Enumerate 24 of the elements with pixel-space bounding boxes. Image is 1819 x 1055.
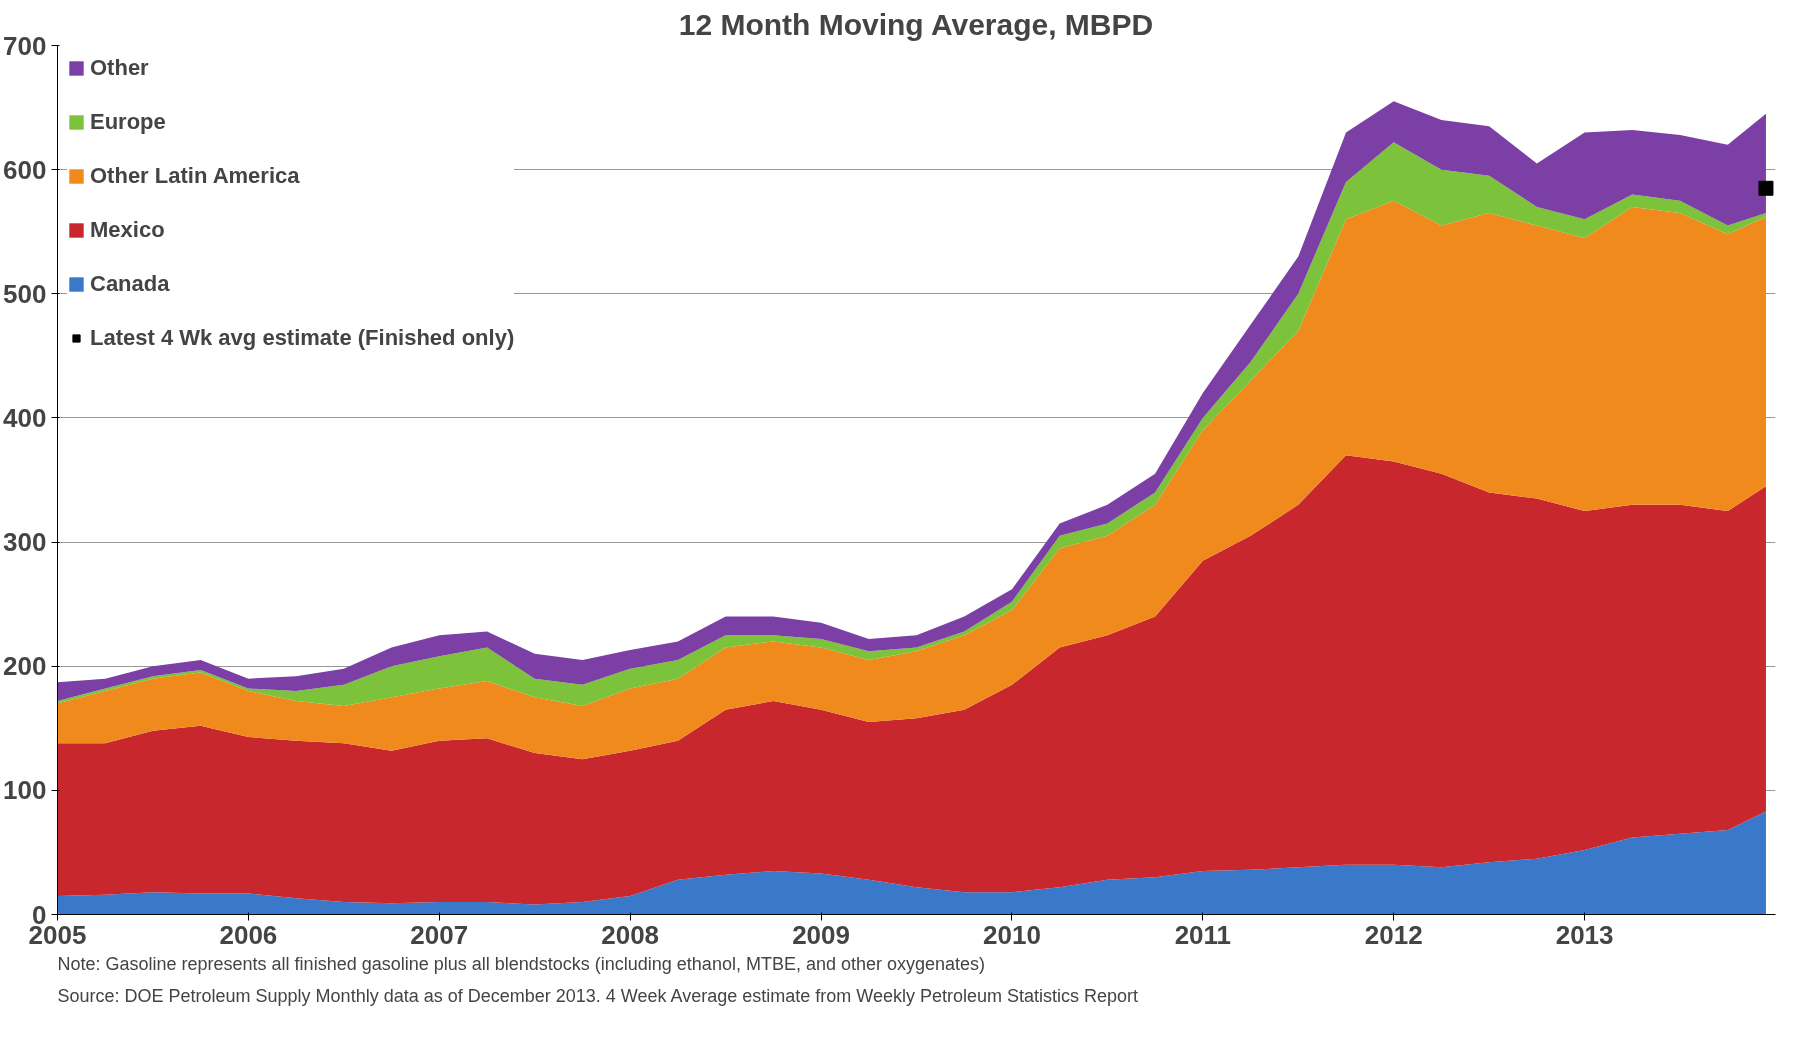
y-tick-label: 500: [3, 278, 47, 309]
source-note: Source: DOE Petroleum Supply Monthly data as of December 2013. 4 Week Average estimate from Weekly Petroleum Statistics Report: [57, 985, 1139, 1006]
legend-label: Other Latin America: [90, 163, 300, 189]
legend-label: Canada: [90, 271, 170, 297]
x-tick-label: 2009: [792, 919, 850, 950]
legend-label: Latest 4 Wk avg estimate (Finished only): [90, 325, 515, 351]
x-tick-label: 2011: [1174, 919, 1232, 950]
y-tick-label: 400: [3, 402, 47, 433]
x-tick-label: 2007: [410, 919, 469, 950]
y-tick-label: 200: [3, 651, 47, 682]
text: Note: Gasoline represents all finished gasoline plus all blendstocks (including ethanol, MTBE, and other oxygenates): [57, 953, 986, 974]
x-tick-label: 2010: [983, 919, 1041, 950]
chart-title: 12 Month Moving Average, MBPD: [678, 7, 1154, 41]
x-tick-label: 2006: [219, 919, 278, 950]
x-tick-label: 2008: [601, 919, 660, 950]
legend-label: Other: [90, 55, 149, 81]
x-tick-label: 2013: [1555, 919, 1614, 950]
x-tick-label: 2012: [1364, 919, 1423, 950]
y-tick-label: 700: [3, 30, 47, 61]
legend-label: Europe: [90, 109, 166, 135]
y-tick-label: 300: [3, 527, 47, 558]
legend-label: Mexico: [90, 217, 165, 243]
y-tick-label: 600: [3, 154, 47, 185]
y-tick-label: 100: [3, 775, 47, 806]
